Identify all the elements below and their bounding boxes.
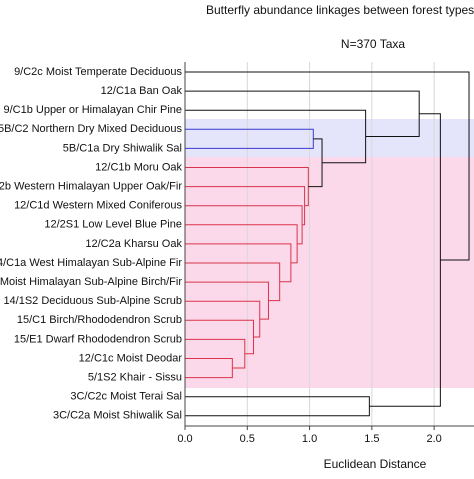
leaf-label: 9/C2c Moist Temperate Deciduous [14,66,182,78]
leaf-label: 12/C2b Western Himalayan Upper Oak/Fir [0,181,182,193]
link [185,300,261,338]
leaf-label: 3C/C2a Moist Shiwalik Sal [53,410,182,422]
link [185,71,470,261]
chart-title: Butterfly abundance linkages between for… [206,3,474,17]
leaf-label: 12/C1b Moru Oak [95,161,182,173]
link [369,113,441,407]
link [185,358,233,379]
leaf-label: 15/C1 Birch/Rhododendron Scrub [17,314,182,326]
leaf-label: 14/C1b Moist Himalayan Sub-Alpine Birch/… [0,276,182,288]
x-tick-label: 0.0 [177,433,192,445]
x-tick-label: 2.0 [426,433,441,445]
x-tick-label: 0.5 [240,433,255,445]
link [185,281,269,320]
x-axis-label: Euclidean Distance [324,457,427,471]
x-tick-label: 1.0 [302,433,317,445]
leaf-label: 3C/C2c Moist Terai Sal [70,391,182,403]
leaf-label: 12/C1c Moist Deodar [79,352,183,364]
subtitle: N=370 Taxa [341,37,405,51]
link [185,262,281,302]
link [185,186,306,226]
link [185,338,246,369]
leaf-label: 12/C1a Ban Oak [101,85,183,97]
leaf-label: 12/2S1 Low Level Blue Pine [44,219,182,231]
cluster-band [185,119,474,157]
link [185,224,298,264]
link [185,396,370,417]
leaf-label: 14/C1a West Himalayan Sub-Alpine Fir [0,257,182,269]
link [185,167,309,207]
dendrogram [185,71,470,417]
link [185,128,314,149]
leaf-label: 9/C1b Upper or Himalayan Chir Pine [3,104,182,116]
cluster-band [185,157,474,388]
leaf-label: 5B/C1a Dry Shiwalik Sal [63,142,182,154]
leaf-label: 14/1S2 Deciduous Sub-Alpine Scrub [3,295,182,307]
leaf-label: 12/C2a Kharsu Oak [85,238,182,250]
leaf-label: 15/E1 Dwarf Rhododendron Scrub [14,333,182,345]
leaf-label: 5B/C2 Northern Dry Mixed Deciduous [0,123,182,135]
leaf-label: 5/1S2 Khair - Sissu [88,372,182,384]
x-tick-label: 1.5 [364,433,379,445]
leaf-label: 12/C1d Western Mixed Coniferous [14,200,182,212]
